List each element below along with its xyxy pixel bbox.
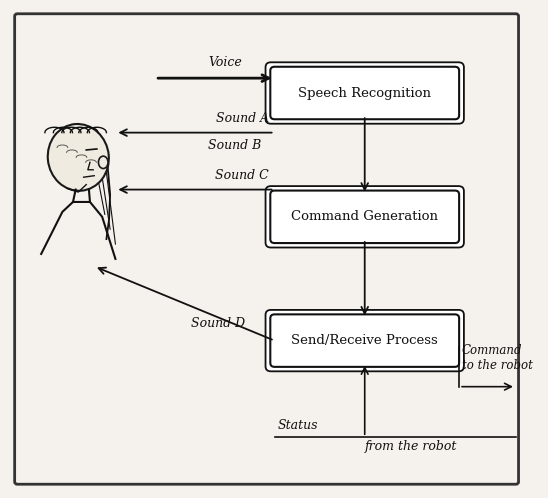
Text: Send/Receive Process: Send/Receive Process	[292, 334, 438, 347]
Text: Speech Recognition: Speech Recognition	[298, 87, 431, 100]
Text: Sound A: Sound A	[216, 112, 269, 124]
Text: Sound D: Sound D	[191, 317, 246, 330]
FancyBboxPatch shape	[266, 62, 464, 124]
Text: Sound B: Sound B	[208, 139, 261, 152]
Text: Sound C: Sound C	[215, 169, 269, 182]
Text: from the robot: from the robot	[365, 440, 458, 453]
Text: Status: Status	[277, 419, 318, 432]
FancyBboxPatch shape	[15, 14, 518, 484]
FancyBboxPatch shape	[266, 310, 464, 372]
Ellipse shape	[48, 124, 109, 191]
FancyBboxPatch shape	[270, 314, 459, 367]
Ellipse shape	[99, 156, 108, 168]
FancyBboxPatch shape	[270, 191, 459, 243]
Text: Voice: Voice	[209, 56, 242, 69]
FancyBboxPatch shape	[270, 67, 459, 119]
Text: Command Generation: Command Generation	[291, 210, 438, 223]
Text: Command
to the robot: Command to the robot	[462, 344, 533, 372]
FancyBboxPatch shape	[266, 186, 464, 248]
